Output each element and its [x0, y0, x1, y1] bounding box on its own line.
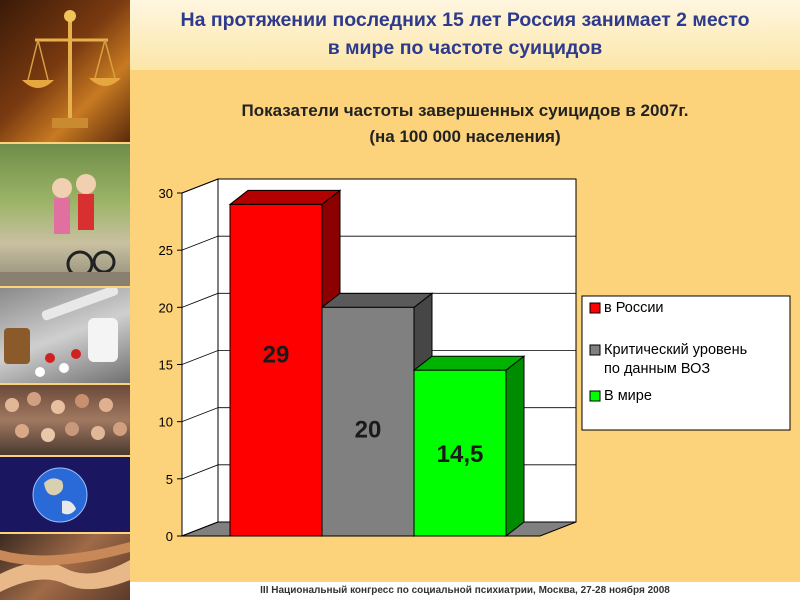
bar-value-label: 20	[355, 417, 382, 444]
y-tick-label: 5	[166, 472, 173, 487]
legend-label: в России	[604, 300, 664, 316]
bar-top	[320, 292, 434, 308]
bar-value-label: 14,5	[437, 441, 484, 468]
footer-bar: III Национальный конгресс по социальной …	[130, 582, 800, 600]
chart-title-line-1: Показатели частоты завершенных суицидов …	[241, 101, 689, 120]
bar-value-label: 29	[263, 342, 290, 369]
chart-title-line-2: (на 100 000 населения)	[369, 127, 561, 146]
chart-title: Показатели частоты завершенных суицидов …	[130, 98, 800, 150]
y-tick-label: 25	[159, 243, 173, 258]
bar-front	[321, 306, 415, 537]
pills-syringe-image	[0, 288, 130, 383]
bar-side	[505, 355, 525, 538]
bar-top	[412, 355, 526, 371]
bar-top	[228, 189, 342, 205]
y-tick-label: 20	[159, 300, 173, 315]
chart-legend: в России Критический уровень по данным ВОЗ…	[581, 295, 791, 431]
joined-hands-image	[0, 534, 130, 600]
children-bicycle-image	[0, 144, 130, 286]
slide-title: На протяжении последних 15 лет Россия за…	[130, 6, 800, 62]
legend-label: по данным ВОЗ	[604, 361, 710, 377]
bar-front	[413, 369, 507, 537]
y-tick-label: 0	[166, 529, 173, 544]
footer-text: III Национальный конгресс по социальной …	[260, 585, 670, 596]
legend-box	[581, 295, 791, 431]
legend-label: Критический уровень	[604, 342, 747, 358]
y-gridline	[181, 292, 576, 308]
y-tick-label: 10	[159, 415, 173, 430]
bar-front	[229, 203, 323, 537]
crowd-image	[0, 385, 130, 455]
slide-title-line-1: На протяжении последних 15 лет Россия за…	[180, 9, 750, 31]
y-tick-label: 15	[159, 358, 173, 373]
globe-image	[0, 457, 130, 532]
bar-3: 14,5	[412, 355, 526, 538]
bar-chart: 0 5 10 15 20 25 30 29 20 14,5 в России Критический …	[159, 178, 791, 544]
scales-of-justice-image	[0, 0, 130, 142]
legend-swatch	[589, 390, 601, 402]
slide-title-line-2: в мире по частоте суицидов	[327, 37, 603, 59]
slide-header: На протяжении последних 15 лет Россия за…	[130, 0, 800, 70]
photo-strip	[0, 0, 130, 600]
y-tick-label: 30	[159, 186, 173, 201]
y-gridline	[181, 235, 576, 251]
legend-swatch	[589, 344, 601, 356]
y-gridline	[181, 178, 576, 194]
legend-swatch	[589, 302, 601, 314]
y-gridline	[181, 350, 576, 365]
legend-label: В мире	[604, 388, 652, 404]
